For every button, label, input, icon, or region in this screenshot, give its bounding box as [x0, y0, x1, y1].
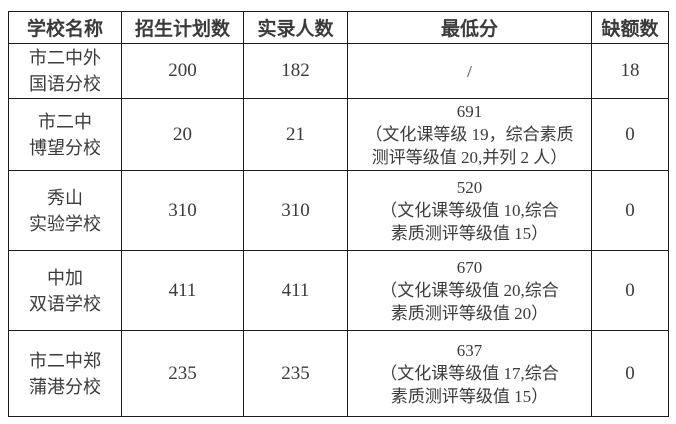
cell-school-name: 市二中 博望分校	[8, 98, 122, 171]
cell-planned-count: 20	[121, 98, 244, 171]
cell-school-name: 中加 双语学校	[8, 250, 122, 331]
cell-min-score: 691 （文化课等级 19，综合素质 测评等级值 20,并列 2 人）	[347, 98, 592, 171]
cell-vacancy-count: 18	[591, 43, 669, 99]
col-header-planned-count: 招生计划数	[121, 11, 244, 44]
table-row: 中加 双语学校 411 411 670 （文化课等级值 20,综合 素质测评等级…	[8, 250, 669, 331]
cell-actual-count: 235	[243, 330, 348, 417]
col-header-actual-count: 实录人数	[243, 11, 348, 44]
table-row: 市二中郑 蒲港分校 235 235 637 （文化课等级值 17,综合 素质测评…	[8, 330, 669, 417]
cell-planned-count: 411	[121, 250, 244, 331]
cell-min-score: /	[347, 43, 592, 99]
cell-school-name: 市二中外 国语分校	[8, 43, 122, 99]
cell-min-score: 520 （文化课等级值 10,综合 素质测评等级值 15）	[347, 170, 592, 251]
cell-school-name: 秀山 实验学校	[8, 170, 122, 251]
col-header-min-score: 最低分	[347, 11, 592, 44]
cell-vacancy-count: 0	[591, 330, 669, 417]
table-row: 市二中 博望分校 20 21 691 （文化课等级 19，综合素质 测评等级值 …	[8, 98, 669, 171]
header-row: 学校名称 招生计划数 实录人数 最低分 缺额数	[8, 11, 669, 44]
cell-min-score: 637 （文化课等级值 17,综合 素质测评等级值 15）	[347, 330, 592, 417]
cell-vacancy-count: 0	[591, 98, 669, 171]
cell-vacancy-count: 0	[591, 170, 669, 251]
cell-min-score: 670 （文化课等级值 20,综合 素质测评等级值 20）	[347, 250, 592, 331]
cell-actual-count: 411	[243, 250, 348, 331]
cell-planned-count: 310	[121, 170, 244, 251]
cell-planned-count: 200	[121, 43, 244, 99]
col-header-school-name: 学校名称	[8, 11, 122, 44]
admission-results-table: 学校名称 招生计划数 实录人数 最低分 缺额数 市二中外 国语分校 200 18…	[8, 11, 669, 417]
cell-actual-count: 310	[243, 170, 348, 251]
cell-actual-count: 182	[243, 43, 348, 99]
cell-school-name: 市二中郑 蒲港分校	[8, 330, 122, 417]
table-row: 秀山 实验学校 310 310 520 （文化课等级值 10,综合 素质测评等级…	[8, 170, 669, 251]
col-header-vacancy-count: 缺额数	[591, 11, 669, 44]
table-row: 市二中外 国语分校 200 182 / 18	[8, 43, 669, 99]
cell-vacancy-count: 0	[591, 250, 669, 331]
cell-actual-count: 21	[243, 98, 348, 171]
cell-planned-count: 235	[121, 330, 244, 417]
